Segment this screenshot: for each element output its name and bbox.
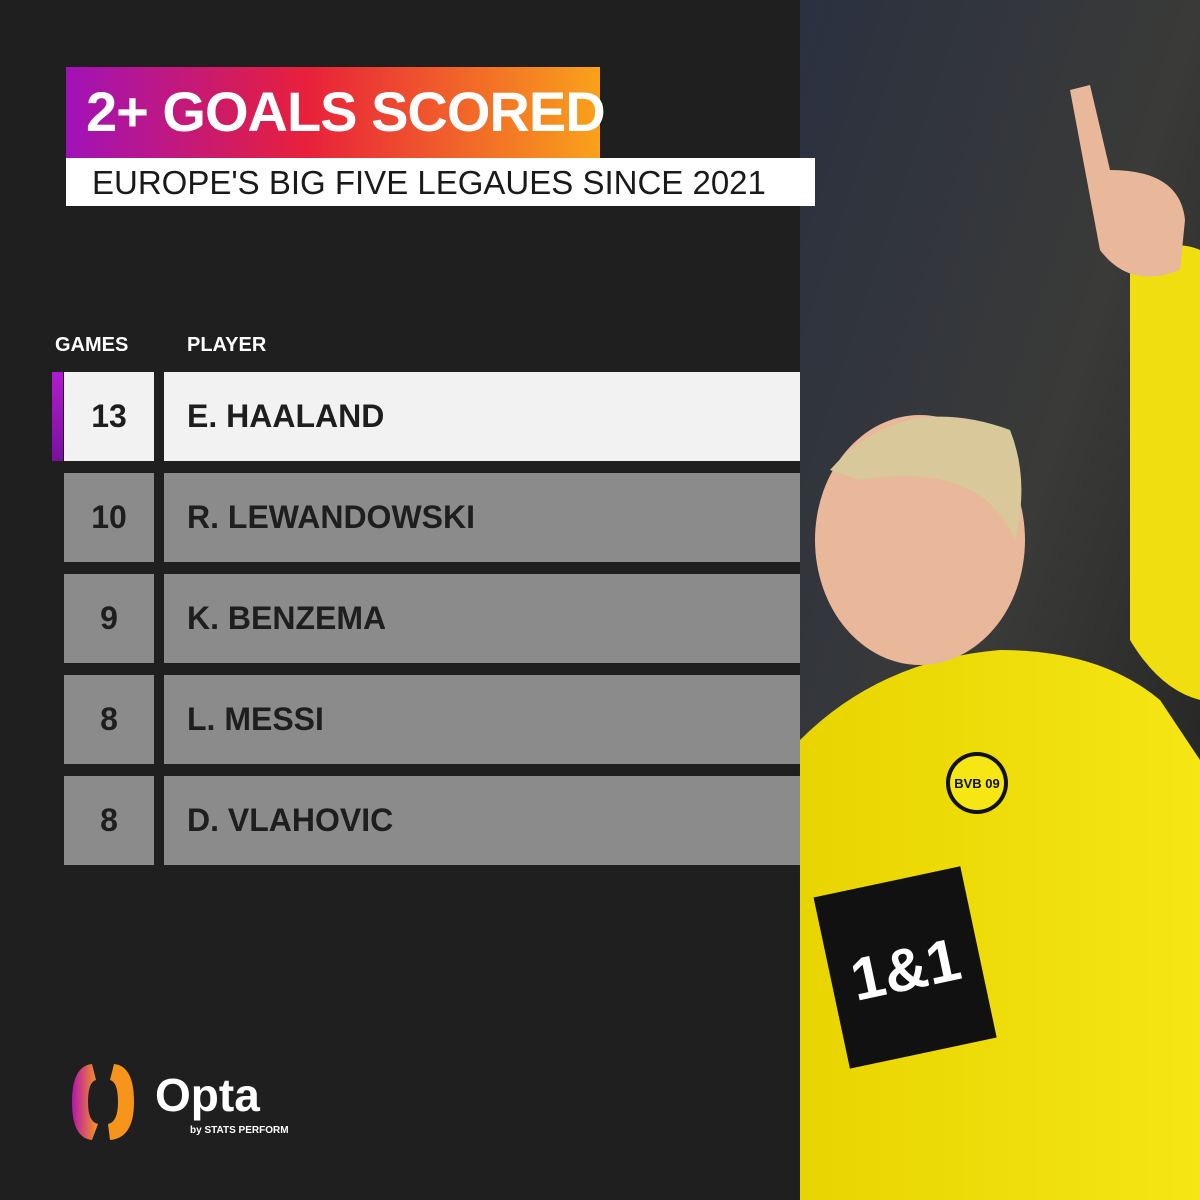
- player-cell: R. LEWANDOWSKI: [164, 473, 800, 562]
- column-header-games: GAMES: [55, 334, 129, 356]
- player-name: D. VLAHOVIC: [187, 802, 394, 838]
- club-badge-text: BVB 09: [954, 776, 1000, 791]
- table-row: 9 K. BENZEMA: [0, 574, 800, 663]
- subtitle-banner: EUROPE'S BIG FIVE LEGAUES SINCE 2021: [66, 158, 815, 206]
- games-cell: 8: [64, 776, 154, 865]
- highlight-accent: [52, 372, 63, 461]
- games-cell: 13: [64, 372, 154, 461]
- column-header-player: PLAYER: [187, 334, 267, 356]
- player-name: K. BENZEMA: [187, 600, 387, 636]
- player-name: R. LEWANDOWSKI: [187, 499, 475, 535]
- club-badge: BVB 09: [946, 752, 1008, 814]
- shirt-sponsor: 1&1: [813, 866, 997, 1069]
- player-cell: K. BENZEMA: [164, 574, 800, 663]
- title: 2+ GOALS SCORED: [86, 80, 606, 143]
- logo-name: Opta: [155, 1069, 260, 1121]
- table-row: 13 E. HAALAND: [0, 372, 800, 461]
- player-photo: 1&1 BVB 09: [800, 0, 1200, 1200]
- title-banner: 2+ GOALS SCORED: [66, 67, 606, 158]
- player-cell: E. HAALAND: [164, 372, 800, 461]
- games-cell: 9: [64, 574, 154, 663]
- player-name: L. MESSI: [187, 701, 324, 737]
- table-row: 8 L. MESSI: [0, 675, 800, 764]
- logo-sub: by STATS PERFORM: [190, 1125, 289, 1136]
- player-cell: L. MESSI: [164, 675, 800, 764]
- table-row: 10 R. LEWANDOWSKI: [0, 473, 800, 562]
- games-cell: 8: [64, 675, 154, 764]
- player-name: E. HAALAND: [187, 398, 385, 434]
- subtitle: EUROPE'S BIG FIVE LEGAUES SINCE 2021: [92, 164, 766, 201]
- player-cell: D. VLAHOVIC: [164, 776, 800, 865]
- table-row: 8 D. VLAHOVIC: [0, 776, 800, 865]
- games-cell: 10: [64, 473, 154, 562]
- opta-logo-icon: [70, 1062, 136, 1147]
